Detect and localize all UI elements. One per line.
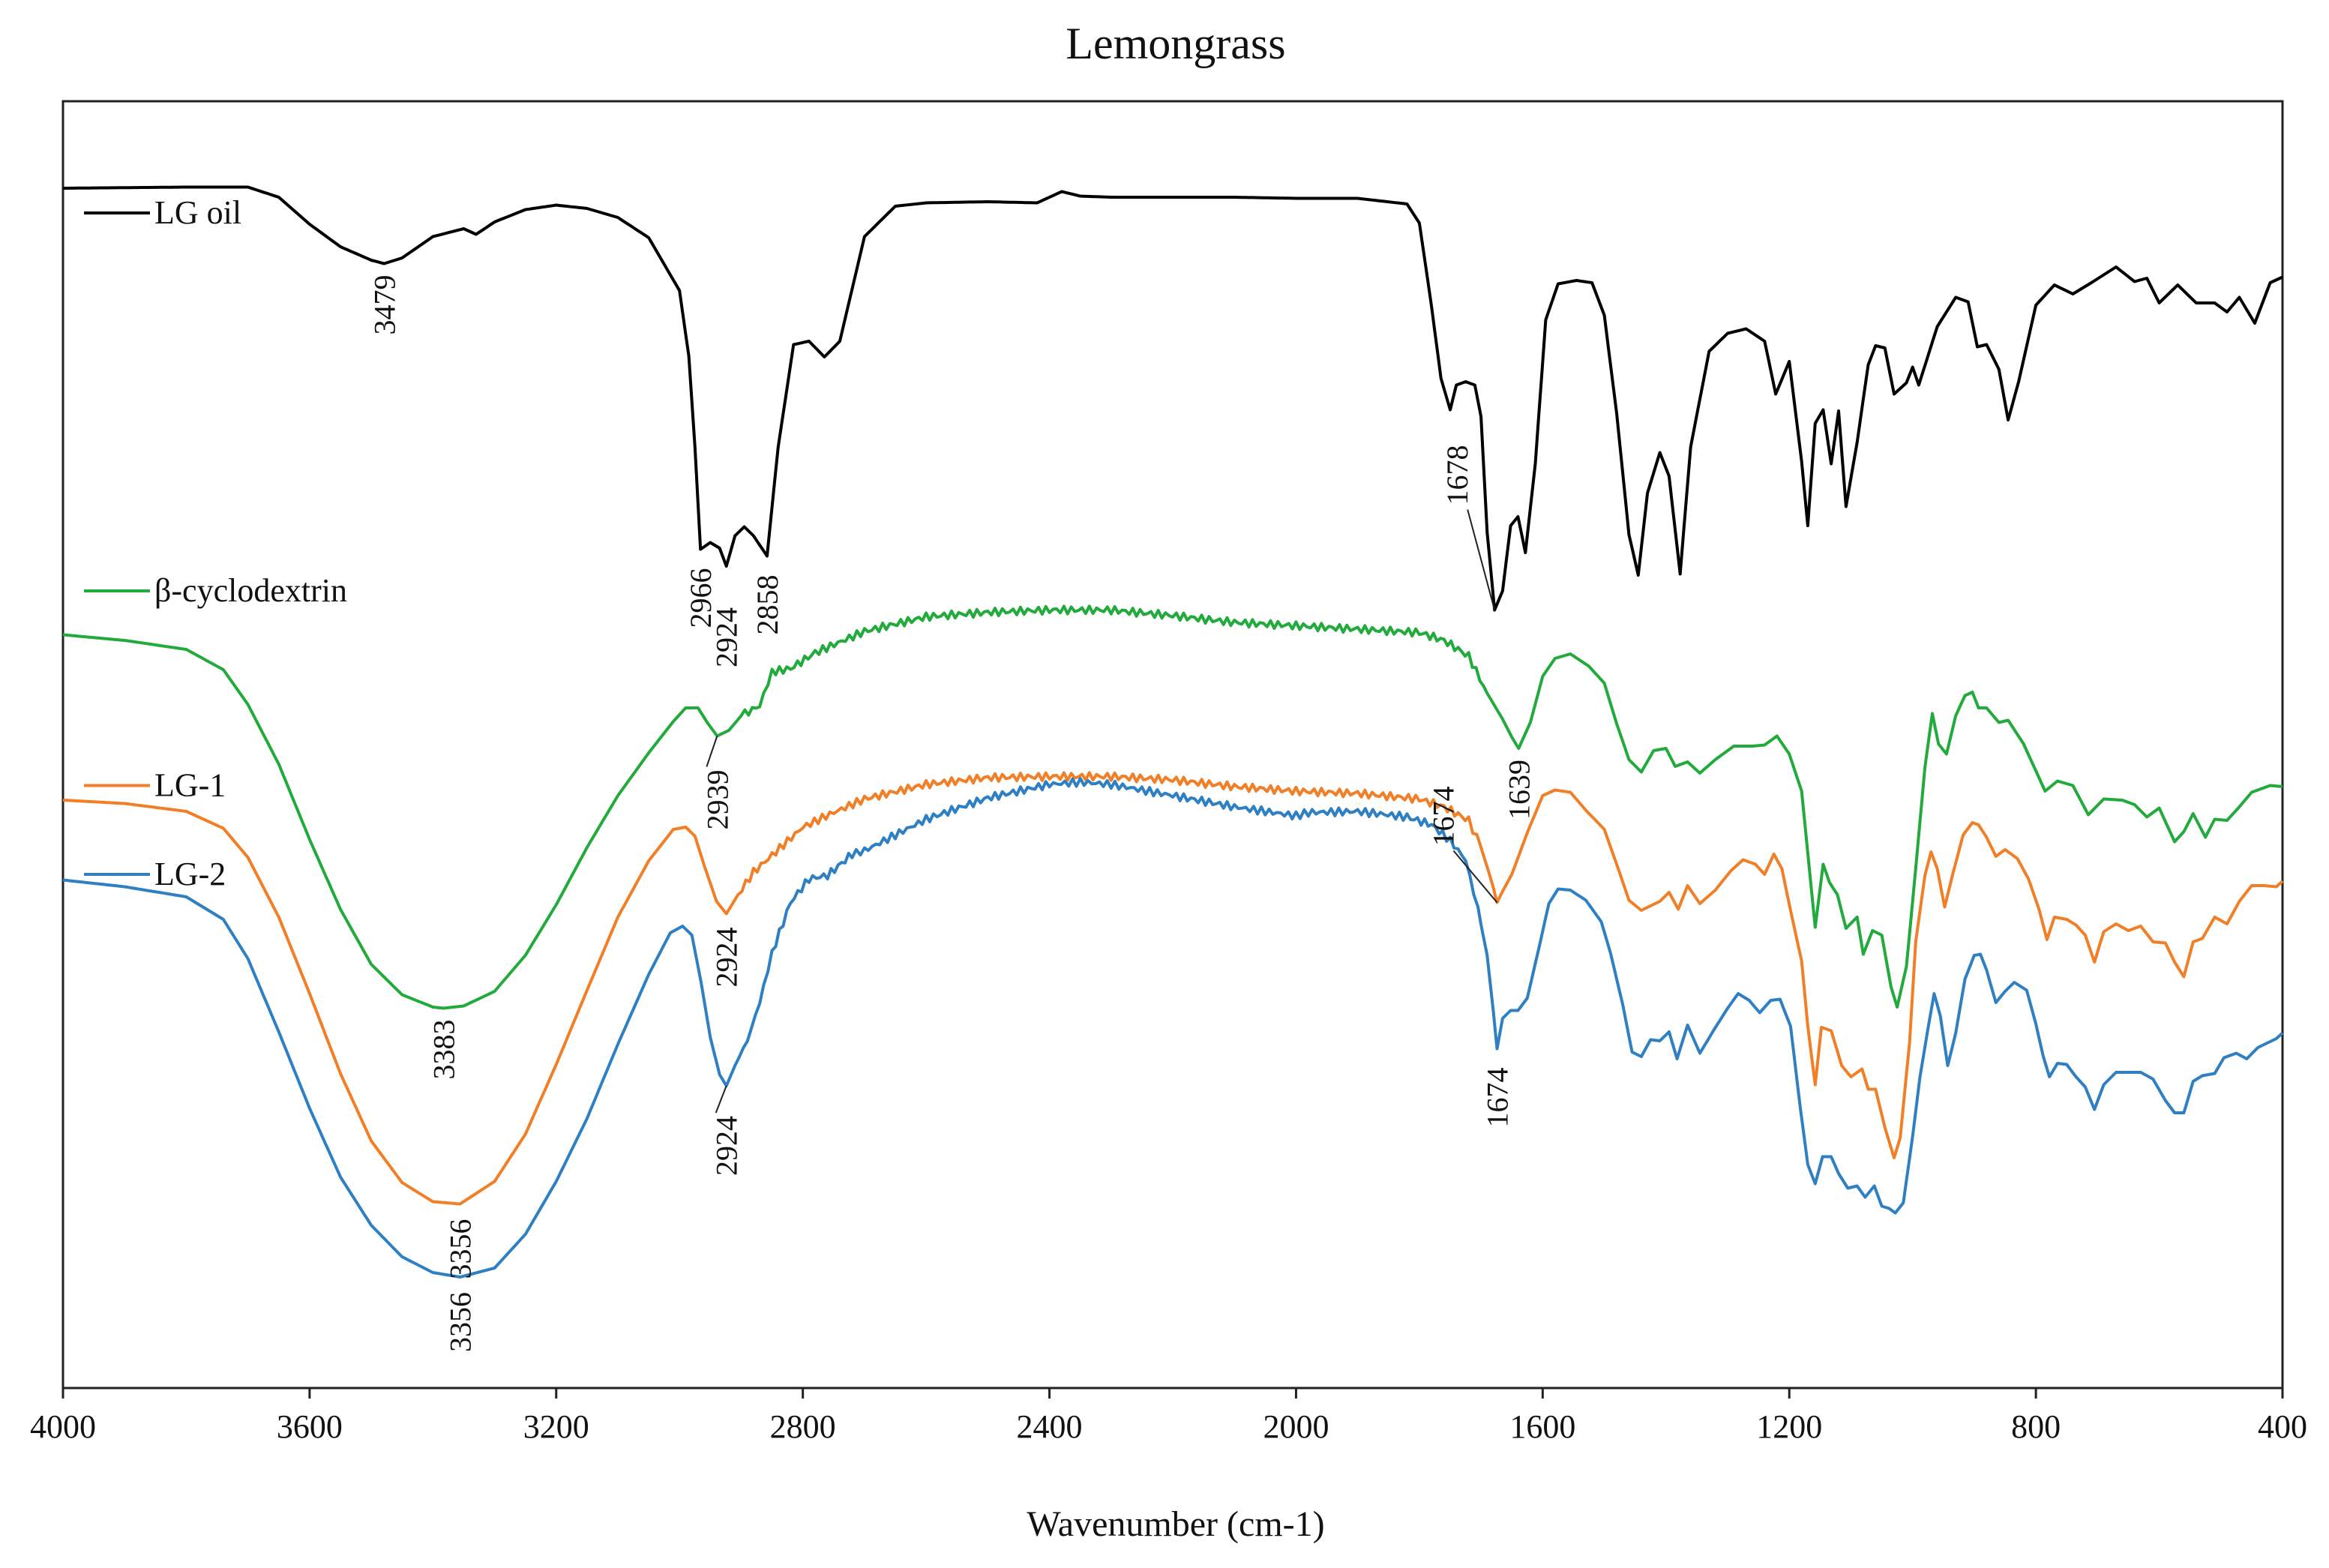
peak-leader-line [706,736,718,767]
peak-label: 1639 [1502,760,1536,820]
x-tick-label: 2400 [1017,1408,1083,1445]
legend: LG oil β-cyclodextrin LG-1 LG-2 [84,194,347,892]
peak-label: 3356 [444,1292,478,1352]
x-tick-label: 4000 [30,1408,96,1445]
x-axis-label: Wavenumber (cm-1) [1027,1504,1324,1544]
peak-label: 3383 [427,1020,460,1080]
x-axis-ticks: 4000 3600 3200 2800 2400 2000 1600 1200 800 400 [30,1388,2307,1445]
x-tick-label: 400 [2258,1408,2307,1445]
legend-label: β-cyclodextrin [154,572,347,609]
peak-label: 1674 [1481,1068,1515,1128]
legend-label: LG-1 [154,767,226,804]
x-tick-label: 2800 [770,1408,836,1445]
peak-label: 2924 [710,607,744,667]
series-line [62,771,2284,1206]
x-tick-label: 1200 [1756,1408,1822,1445]
peak-label: 3356 [444,1219,478,1279]
peak-label: 1678 [1440,445,1474,505]
spectra-lines [62,185,2284,1279]
x-tick-label: 1600 [1509,1408,1575,1445]
legend-label: LG-2 [154,856,226,892]
series-line [62,777,2284,1279]
peak-label: 2924 [710,928,744,988]
peak-leader-line [1467,509,1496,610]
peak-leader-line [1452,850,1498,904]
x-tick-label: 3200 [523,1408,589,1445]
peak-label: 2939 [700,770,734,830]
x-tick-label: 800 [2011,1408,2061,1445]
peak-label: 3479 [367,275,401,335]
plot-frame [61,100,2284,1390]
peak-label: 1674 [1427,787,1461,847]
series-line [63,185,2283,612]
peak-label: 2924 [710,1116,744,1176]
peak-label: 2858 [751,575,784,635]
chart-title: Lemongrass [1066,19,1285,68]
x-tick-label: 3600 [277,1408,343,1445]
series-line [62,604,2283,1010]
peak-label: 2966 [684,568,718,628]
legend-label: LG oil [154,194,241,231]
x-tick-label: 2000 [1263,1408,1329,1445]
peak-leader-line [715,1085,727,1114]
